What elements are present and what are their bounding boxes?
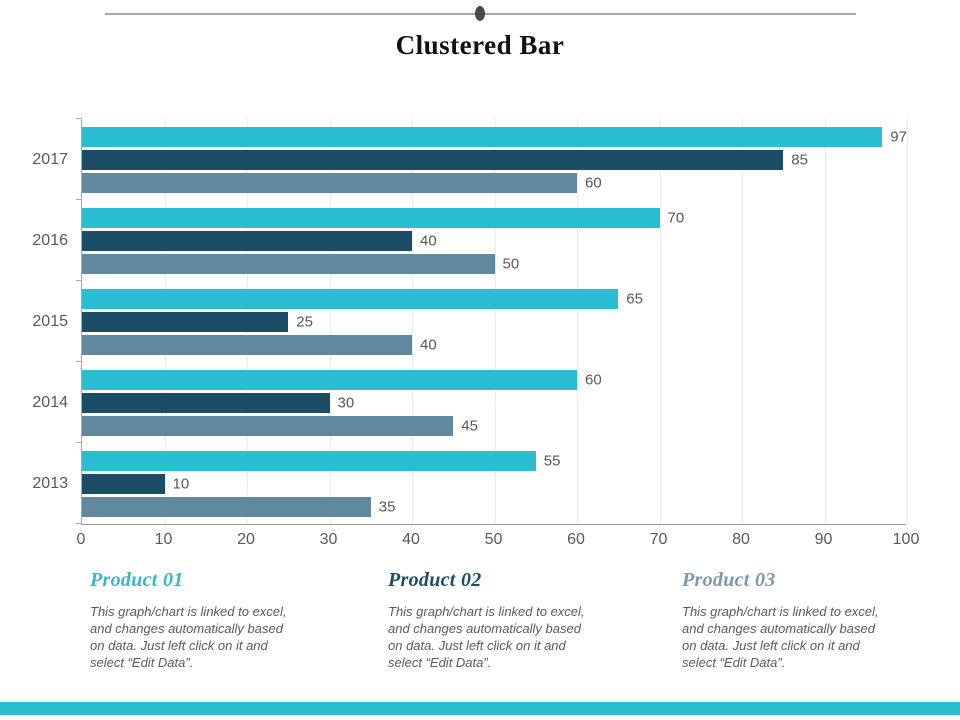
bar-product-02-2013: [82, 474, 165, 494]
category-axis-tick: [76, 118, 82, 119]
top-divider-dot-icon: [475, 6, 485, 21]
x-axis-labels: 0 10 20 30 40 50 60 70 80 90 100: [77, 531, 920, 551]
bar-product-02-2017: [82, 150, 784, 170]
x-tick-label: 90: [814, 531, 833, 548]
x-tick-label: 100: [892, 531, 920, 548]
legend-description: This graph/chart is linked to excel, and…: [388, 604, 585, 671]
legend-title: Product 01: [90, 569, 184, 591]
legend-item-product-03: Product 03 This graph/chart is linked to…: [682, 569, 887, 672]
category-label: 2016: [32, 232, 68, 249]
bar-value-label: 55: [543, 452, 561, 470]
gridline: [824, 118, 826, 524]
gridline: [412, 118, 413, 524]
x-tick-label: 70: [649, 531, 668, 548]
x-tick-label: 0: [76, 531, 86, 548]
x-tick-label: 50: [484, 531, 503, 548]
bar-value-label: 50: [502, 255, 520, 273]
legend-title: Product 03: [682, 569, 776, 591]
gridline: [907, 118, 908, 524]
legend-description: This graph/chart is linked to excel, and…: [90, 604, 287, 671]
bar-product-02-2014: [82, 393, 330, 413]
bar-value-label: 60: [585, 174, 602, 192]
bar-value-label: 30: [337, 394, 355, 412]
legend-item-product-02: Product 02 This graph/chart is linked to…: [388, 569, 593, 672]
bar-value-label: 10: [172, 475, 190, 493]
bar-value-label: 40: [420, 336, 437, 354]
bar-value-label: 45: [461, 417, 478, 435]
bar-value-label: 25: [296, 313, 313, 331]
bar-value-label: 35: [378, 498, 396, 516]
bar-value-label: 97: [890, 128, 907, 146]
x-tick-label: 10: [154, 531, 173, 548]
gridline: [329, 118, 331, 524]
x-tick-label: 30: [319, 531, 338, 548]
bar-value-label: 40: [420, 232, 437, 250]
plot-area: 97 85 60 70 40 50 65 25 40 60 30 45 55 10 35: [76, 118, 908, 525]
legend-description: This graph/chart is linked to excel, and…: [682, 604, 879, 671]
legend-item-product-01: Product 01 This graph/chart is linked to…: [90, 569, 295, 672]
bar-product-03-2016: [82, 254, 495, 274]
bar-product-03-2013: [82, 497, 371, 517]
bar-product-03-2017: [82, 173, 577, 193]
bar-product-01-2013: [82, 451, 536, 471]
bar-product-02-2016: [82, 231, 412, 251]
x-tick-label: 20: [237, 531, 255, 548]
legend-title: Product 02: [388, 569, 482, 591]
bar-product-01-2015: [82, 289, 619, 309]
x-tick-label: 40: [402, 531, 420, 548]
category-axis-tick: [76, 280, 82, 281]
category-axis-tick: [76, 361, 82, 362]
x-tick-label: 80: [732, 531, 750, 548]
category-label: 2014: [32, 394, 68, 411]
category-label: 2017: [32, 151, 68, 168]
gridline: [494, 118, 496, 524]
gridline: [742, 118, 743, 524]
category-axis-tick: [76, 442, 82, 443]
category-axis-tick: [76, 199, 82, 200]
category-axis-tick: [76, 523, 82, 524]
x-tick-label: 60: [567, 531, 585, 548]
category-label: 2013: [32, 475, 68, 492]
category-label: 2015: [32, 313, 68, 330]
gridline: [659, 118, 661, 524]
bar-product-01-2017: [82, 127, 883, 147]
bar-product-03-2014: [82, 416, 454, 436]
bar-value-label: 85: [791, 151, 808, 169]
bar-product-02-2015: [82, 312, 289, 332]
bar-product-03-2015: [82, 335, 412, 355]
bar-product-01-2016: [82, 208, 660, 228]
footer-accent-bar: [0, 702, 960, 715]
bar-value-label: 60: [585, 371, 602, 389]
bar-value-label: 70: [667, 209, 685, 227]
bar-product-01-2014: [82, 370, 577, 390]
bar-value-label: 65: [626, 290, 643, 308]
gridline: [577, 118, 578, 524]
page-title: Clustered Bar: [395, 30, 565, 60]
category-axis-labels: 2017 2016 2015 2014 2013: [0, 118, 68, 525]
